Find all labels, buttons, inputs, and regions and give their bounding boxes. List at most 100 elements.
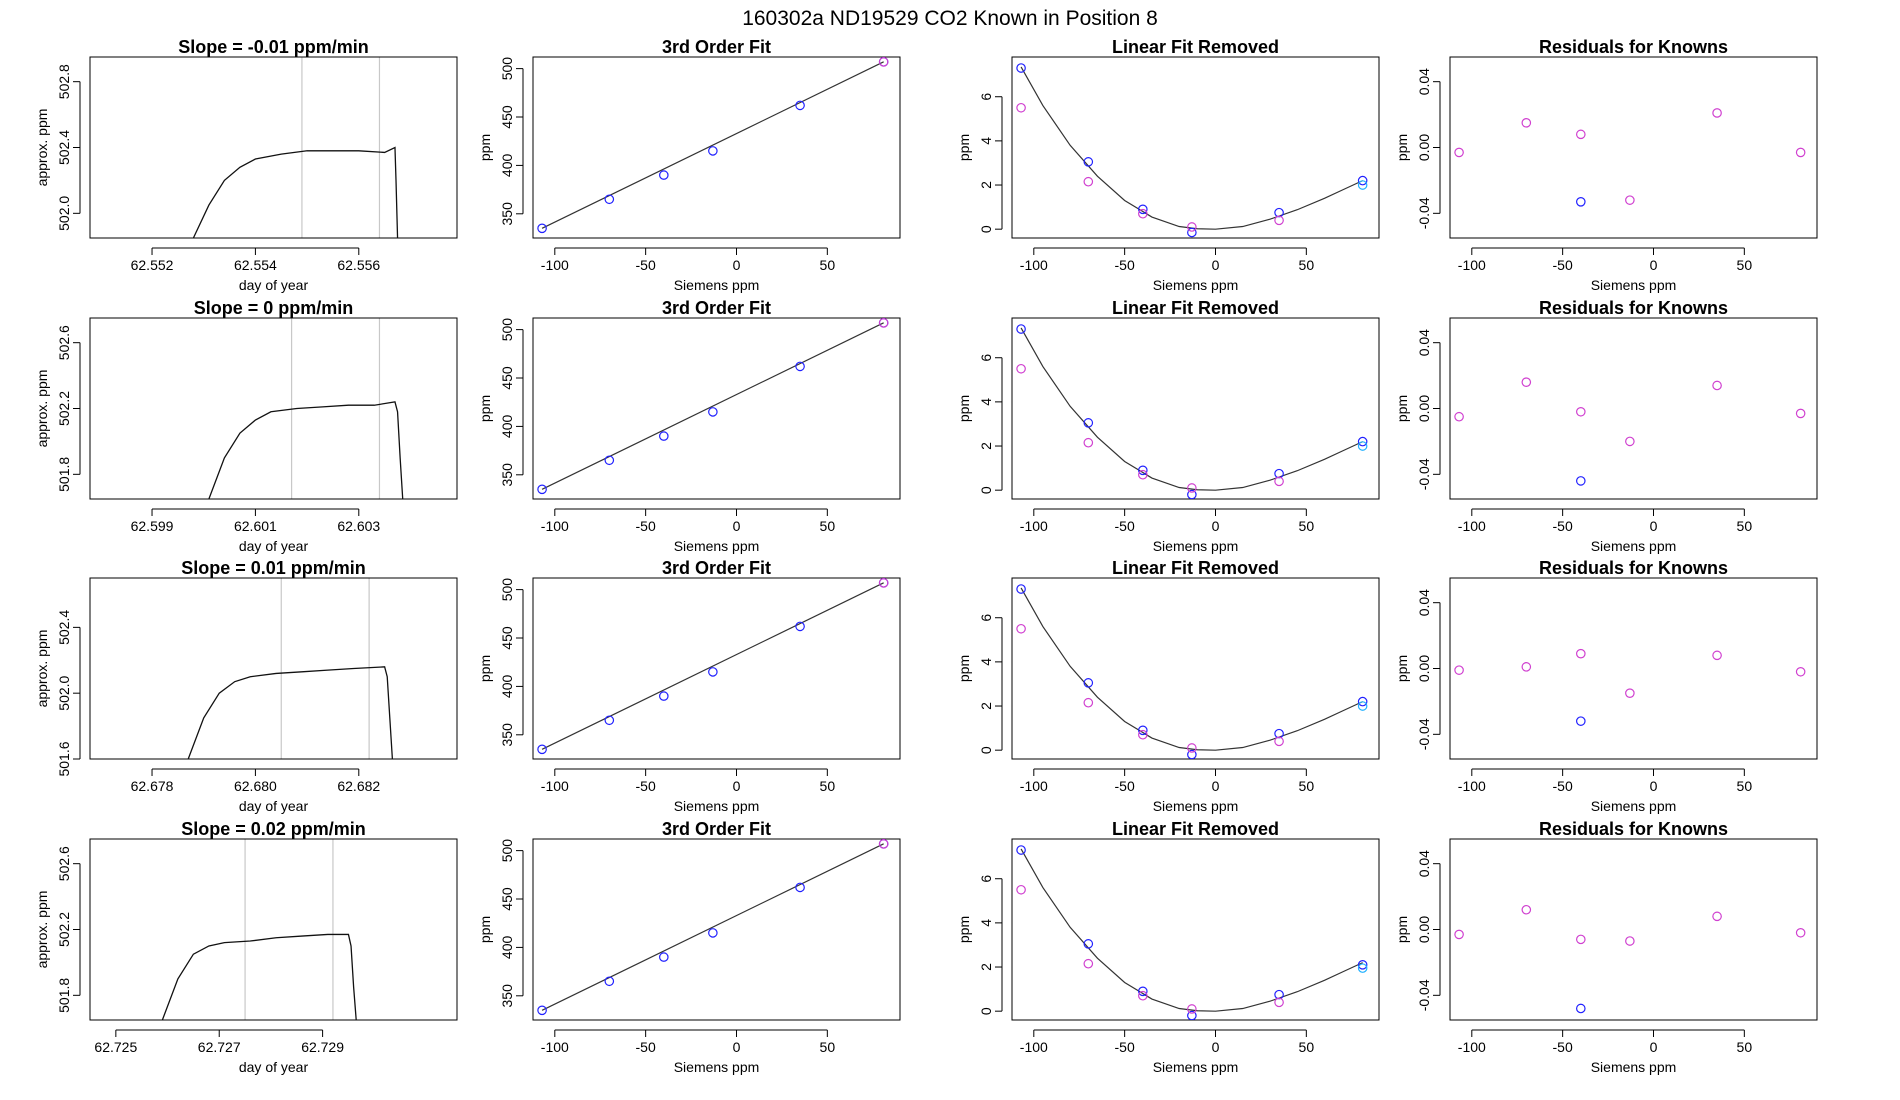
y-tick-label: 400 <box>499 936 515 960</box>
y-tick-label: 4 <box>978 919 994 927</box>
chart-panel: Residuals for Knowns -100 -50 0 50 Siemens pp… <box>1394 298 1818 554</box>
y-axis-label: approx. ppm <box>34 630 50 708</box>
x-tick-label: 50 <box>820 518 836 534</box>
y-tick-label: 350 <box>499 202 515 226</box>
data-point <box>1521 904 1532 915</box>
data-point <box>1576 716 1586 726</box>
data-point <box>1187 483 1197 493</box>
x-tick-label: 62.725 <box>94 1039 137 1055</box>
data-point <box>1274 728 1284 739</box>
y-tick-label: 450 <box>499 887 515 911</box>
x-tick-label: 50 <box>1299 1039 1315 1055</box>
chart-panel: Slope = 0.02 ppm/min 62.725 62.727 62.729 da… <box>34 819 458 1075</box>
y-tick-label: 450 <box>499 105 515 129</box>
chart-panel: 3rd Order Fit -100 -50 0 50 Siemens ppm 350 400… <box>477 819 901 1075</box>
plot-frame <box>532 577 901 760</box>
chart-panel: Linear Fit Removed -100 -50 0 50 Siemens ppm 0… <box>956 298 1380 554</box>
data-point <box>1083 697 1094 708</box>
x-tick-label: 0 <box>1212 518 1220 534</box>
y-tick-label: 0 <box>978 486 994 494</box>
y-tick-label: 400 <box>499 675 515 699</box>
data-point <box>537 223 547 234</box>
x-tick-label: -100 <box>1020 257 1048 273</box>
data-point <box>1138 986 1148 997</box>
plot-data <box>187 666 394 759</box>
data-point <box>1187 222 1197 232</box>
data-point <box>878 318 889 328</box>
data-point <box>708 928 718 938</box>
y-tick-label: 502.0 <box>56 196 72 231</box>
y-tick-label: 0.04 <box>1416 589 1432 616</box>
x-tick-label: 62.599 <box>131 518 174 534</box>
chart-title: Slope = 0.02 ppm/min <box>181 819 366 839</box>
x-axis-label: Siemens ppm <box>674 1059 760 1075</box>
fit-line <box>541 61 884 229</box>
x-tick-label: 0 <box>1650 518 1658 534</box>
x-tick-label: 62.601 <box>234 518 277 534</box>
data-point <box>1016 363 1026 374</box>
chart-title: 3rd Order Fit <box>662 558 771 578</box>
y-tick-label: 500 <box>499 578 515 602</box>
chart-title: 3rd Order Fit <box>662 819 771 839</box>
y-tick-label: 6 <box>978 354 994 362</box>
data-point <box>1187 227 1197 238</box>
y-tick-label: 502.8 <box>56 64 72 99</box>
x-tick-label: 62.554 <box>234 257 277 273</box>
data-point <box>604 194 615 205</box>
data-point <box>1016 63 1026 73</box>
y-tick-label: -0.04 <box>1416 458 1432 490</box>
plot-frame <box>89 56 458 239</box>
y-axis-label: ppm <box>956 655 972 682</box>
data-point <box>1357 701 1368 711</box>
data-point <box>604 715 615 726</box>
plot-frame <box>1011 838 1380 1021</box>
y-tick-label: 0.00 <box>1416 916 1432 943</box>
y-axis-label: ppm <box>956 916 972 943</box>
x-tick-label: 0 <box>1650 778 1658 794</box>
data-point <box>659 431 669 441</box>
y-axis-label: ppm <box>1394 916 1410 943</box>
y-tick-label: 500 <box>499 57 515 81</box>
y-axis-label: ppm <box>956 395 972 422</box>
y-tick-label: 2 <box>978 181 994 189</box>
fit-line <box>541 322 884 490</box>
data-point <box>537 744 547 755</box>
chart-panel: 3rd Order Fit -100 -50 0 50 Siemens ppm 350 400… <box>477 298 901 554</box>
data-point <box>1521 118 1532 128</box>
data-point <box>1016 623 1026 634</box>
plot-data <box>1454 377 1806 486</box>
data-trace <box>187 666 394 759</box>
plot-frame <box>89 838 458 1021</box>
data-point <box>1187 1010 1197 1020</box>
y-tick-label: -0.04 <box>1416 718 1432 750</box>
data-point <box>1357 696 1368 707</box>
data-point <box>1138 469 1148 480</box>
data-point <box>1625 195 1635 205</box>
x-tick-label: 50 <box>1737 778 1753 794</box>
data-point <box>1625 436 1635 447</box>
y-tick-label: 450 <box>499 366 515 390</box>
x-tick-label: 62.682 <box>337 778 380 794</box>
fit-curve <box>1020 587 1363 751</box>
y-tick-label: 450 <box>499 626 515 650</box>
data-point <box>1712 650 1722 661</box>
y-tick-label: -0.04 <box>1416 197 1432 229</box>
data-point <box>604 976 615 987</box>
x-tick-label: -50 <box>636 257 656 273</box>
chart-title: Residuals for Knowns <box>1539 558 1728 578</box>
y-tick-label: 0.04 <box>1416 329 1432 356</box>
x-axis-label: Siemens ppm <box>1153 277 1239 293</box>
plot-frame <box>1449 317 1818 500</box>
y-tick-label: 501.6 <box>56 741 72 776</box>
y-tick-label: 0 <box>978 1007 994 1015</box>
x-axis-label: Siemens ppm <box>674 538 760 554</box>
fit-line <box>541 582 884 750</box>
data-point <box>1357 436 1368 447</box>
x-axis-label: Siemens ppm <box>1591 277 1677 293</box>
data-point <box>1083 176 1094 187</box>
data-point <box>1187 1004 1197 1014</box>
y-tick-label: 350 <box>499 723 515 747</box>
x-tick-label: -100 <box>541 257 569 273</box>
data-point <box>1795 666 1806 677</box>
plot-frame <box>89 577 458 760</box>
